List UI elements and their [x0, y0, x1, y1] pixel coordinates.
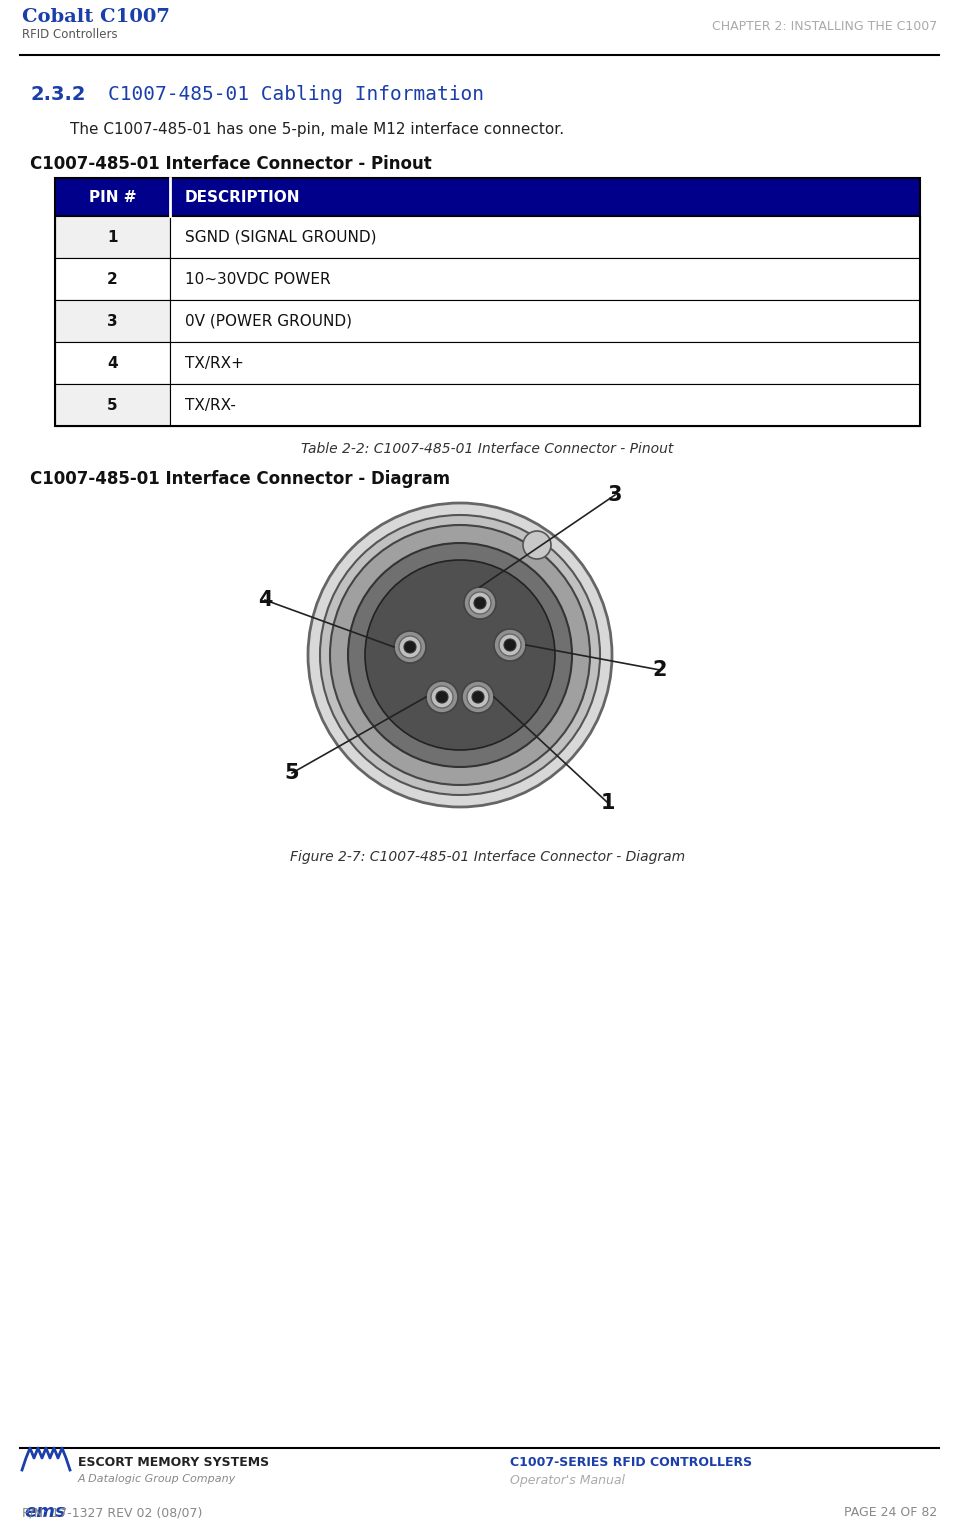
Circle shape: [472, 692, 484, 702]
Text: 5: 5: [107, 398, 118, 413]
Circle shape: [404, 641, 416, 653]
Text: CHAPTER 2: INSTALLING THE C1007: CHAPTER 2: INSTALLING THE C1007: [712, 20, 937, 34]
FancyBboxPatch shape: [170, 343, 920, 384]
FancyBboxPatch shape: [55, 259, 170, 300]
Text: SGND (SIGNAL GROUND): SGND (SIGNAL GROUND): [185, 230, 377, 245]
Text: 10~30VDC POWER: 10~30VDC POWER: [185, 271, 331, 286]
Text: 4: 4: [107, 355, 118, 370]
Circle shape: [431, 685, 453, 708]
Circle shape: [462, 681, 494, 713]
Text: TX/RX+: TX/RX+: [185, 355, 244, 370]
Text: TX/RX-: TX/RX-: [185, 398, 236, 413]
Text: Operator's Manual: Operator's Manual: [510, 1473, 625, 1487]
Circle shape: [523, 531, 551, 558]
Circle shape: [467, 685, 489, 708]
FancyBboxPatch shape: [55, 343, 170, 384]
Text: C1007-SERIES RFID CONTROLLERS: C1007-SERIES RFID CONTROLLERS: [510, 1457, 752, 1469]
Text: 3: 3: [107, 314, 118, 329]
Text: 2: 2: [653, 659, 667, 679]
Text: PIN #: PIN #: [89, 190, 136, 205]
Circle shape: [469, 592, 491, 614]
Text: C1007-485-01 Interface Connector - Pinout: C1007-485-01 Interface Connector - Pinou…: [30, 155, 432, 173]
FancyBboxPatch shape: [170, 384, 920, 425]
Text: 2.3.2: 2.3.2: [30, 86, 85, 104]
Text: PAGE 24 OF 82: PAGE 24 OF 82: [844, 1506, 937, 1519]
FancyBboxPatch shape: [170, 259, 920, 300]
Text: 3: 3: [608, 485, 622, 505]
Text: 1: 1: [600, 793, 616, 812]
Circle shape: [504, 640, 516, 650]
Circle shape: [499, 633, 521, 656]
Circle shape: [464, 588, 496, 620]
Circle shape: [320, 516, 600, 796]
Circle shape: [308, 503, 612, 806]
Text: RFID Controllers: RFID Controllers: [22, 28, 118, 41]
Text: 4: 4: [258, 591, 272, 610]
Circle shape: [330, 525, 590, 785]
Text: Cobalt C1007: Cobalt C1007: [22, 8, 170, 26]
Text: P/N: 17-1327 REV 02 (08/07): P/N: 17-1327 REV 02 (08/07): [22, 1506, 202, 1519]
Circle shape: [348, 543, 572, 767]
Text: C1007-485-01 Cabling Information: C1007-485-01 Cabling Information: [108, 86, 484, 104]
FancyBboxPatch shape: [170, 216, 920, 259]
FancyBboxPatch shape: [55, 216, 170, 259]
Circle shape: [436, 692, 448, 702]
Circle shape: [474, 597, 486, 609]
Text: C1007-485-01 Interface Connector - Diagram: C1007-485-01 Interface Connector - Diagr…: [30, 470, 450, 488]
Text: Table 2-2: C1007-485-01 Interface Connector - Pinout: Table 2-2: C1007-485-01 Interface Connec…: [301, 442, 673, 456]
FancyBboxPatch shape: [55, 384, 170, 425]
Text: 2: 2: [107, 271, 118, 286]
FancyBboxPatch shape: [55, 300, 170, 343]
Circle shape: [365, 560, 555, 750]
Circle shape: [394, 630, 426, 662]
Text: A Datalogic Group Company: A Datalogic Group Company: [78, 1473, 236, 1484]
Text: DESCRIPTION: DESCRIPTION: [185, 190, 300, 205]
Text: ems: ems: [24, 1502, 66, 1521]
Circle shape: [426, 681, 458, 713]
Text: 0V (POWER GROUND): 0V (POWER GROUND): [185, 314, 352, 329]
Circle shape: [399, 636, 421, 658]
Text: 1: 1: [107, 230, 118, 245]
Circle shape: [494, 629, 526, 661]
Text: Figure 2-7: C1007-485-01 Interface Connector - Diagram: Figure 2-7: C1007-485-01 Interface Conne…: [290, 851, 685, 864]
Text: The C1007-485-01 has one 5-pin, male M12 interface connector.: The C1007-485-01 has one 5-pin, male M12…: [70, 122, 564, 138]
FancyBboxPatch shape: [170, 300, 920, 343]
FancyBboxPatch shape: [55, 177, 920, 216]
Text: ESCORT MEMORY SYSTEMS: ESCORT MEMORY SYSTEMS: [78, 1457, 269, 1469]
Text: 5: 5: [285, 763, 299, 783]
